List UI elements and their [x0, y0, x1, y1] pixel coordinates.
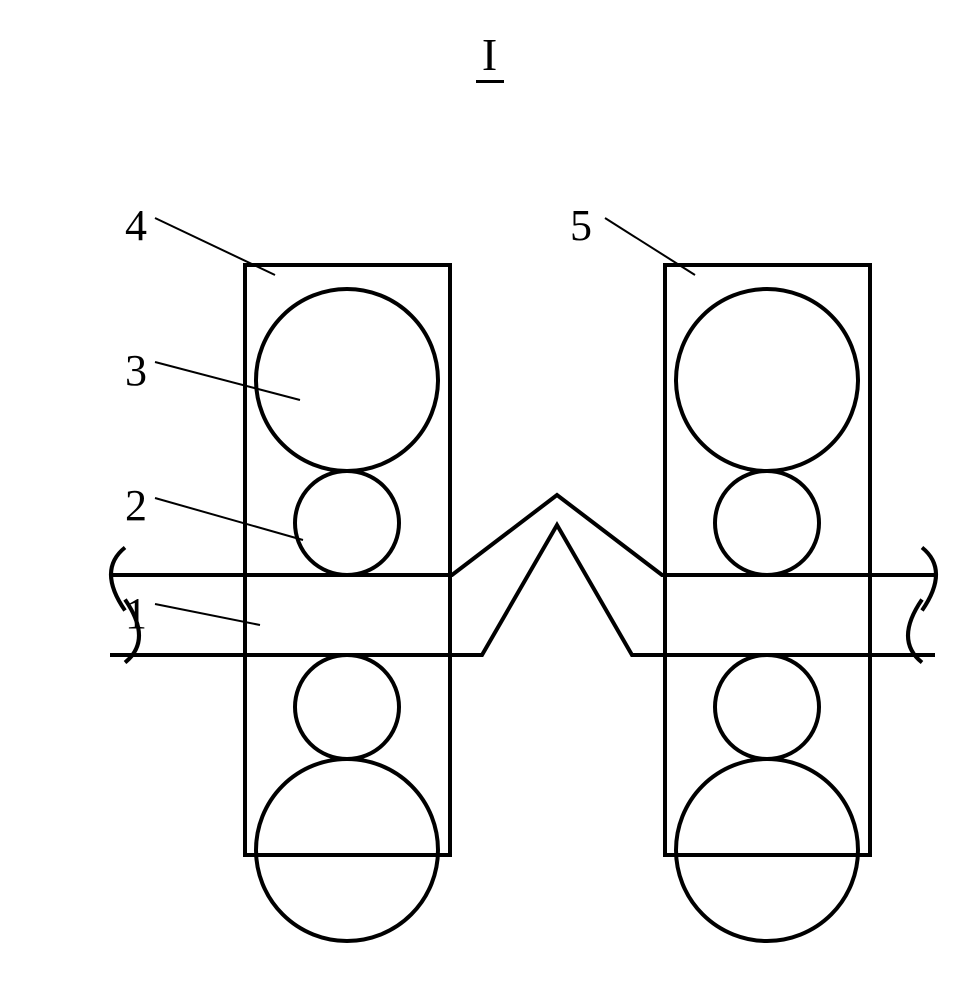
right-bottom-work-roll	[715, 655, 819, 759]
break-left-upper	[111, 548, 125, 611]
stand-right	[665, 265, 870, 855]
left-bottom-backup-roll	[256, 759, 438, 941]
leader-line-4	[605, 218, 695, 275]
label-1: 1	[125, 588, 147, 639]
leader-line-0	[155, 218, 275, 275]
right-bottom-backup-roll	[676, 759, 858, 941]
label-5: 5	[570, 200, 592, 251]
leader-line-2	[155, 498, 303, 540]
label-4: 4	[125, 200, 147, 251]
left-bottom-work-roll	[295, 655, 399, 759]
right-top-work-roll	[715, 471, 819, 575]
left-top-backup-roll	[256, 289, 438, 471]
label-2: 2	[125, 480, 147, 531]
strip-top-edge	[110, 495, 935, 575]
leader-line-1	[155, 362, 300, 400]
break-right-upper	[922, 548, 936, 611]
strip-bottom-edge	[110, 525, 935, 655]
label-3: 3	[125, 345, 147, 396]
left-top-work-roll	[295, 471, 399, 575]
right-top-backup-roll	[676, 289, 858, 471]
stand-left	[245, 265, 450, 855]
